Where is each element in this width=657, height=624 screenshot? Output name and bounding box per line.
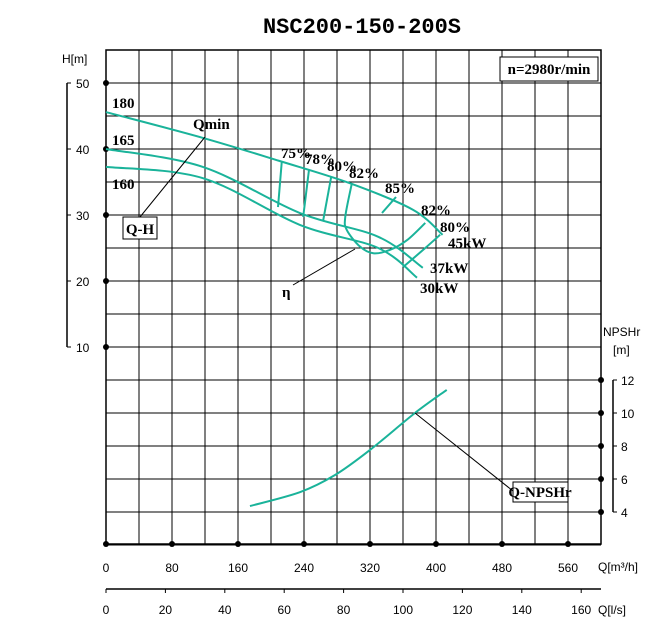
speed-box [499,56,599,82]
plot-frame [105,49,602,545]
label-eff-80: 80% [327,159,357,175]
label-diameter-180: 180 [112,96,135,112]
y2-tick-dot [598,443,604,449]
efficiency-contour [277,162,283,208]
efficiency-contour [343,183,426,255]
x2-tick-label: 0 [103,603,110,617]
x2-tick-label: 60 [278,603,292,617]
axes: 0 80 160 240 320 400 480 560 0 20 40 60 80 100 120 140 1… [66,77,635,617]
label-power-45kw: 45kW [448,236,486,252]
efficiency-contour [302,169,310,218]
x2-tick-label: 40 [218,603,232,617]
speed-label: n=2980r/min [508,62,591,78]
y-tick-label: 30 [76,209,90,223]
head-curve-165 [105,148,424,269]
label-qh: Q-H [126,222,155,238]
y-tick-dot [103,278,109,284]
y-tick-dot [103,80,109,86]
y2-tick-dot [598,476,604,482]
curves [105,111,448,508]
x-tick-dot [103,541,109,547]
x-tick-dot [565,541,571,547]
x2-tick-label: 160 [571,603,591,617]
label-diameter-165: 165 [112,133,135,149]
y2-tick-label: 10 [621,407,635,421]
npshr-box [512,481,569,503]
label-eff-75: 75% [281,146,311,162]
y2-tick-dot [598,410,604,416]
x-tick-dot [499,541,505,547]
y2-tick-label: 4 [621,506,628,520]
x-tick-label: 80 [165,561,179,575]
x-tick-dot [301,541,307,547]
label-eff-78: 78% [305,152,335,168]
npshr-curve [249,389,448,508]
y-tick-dot [103,212,109,218]
x-tick-label: 320 [360,561,380,575]
x-tick-label: 400 [426,561,446,575]
y-tick-label: 10 [76,341,90,355]
x2-tick-label: 140 [512,603,532,617]
label-eff-82-right: 82% [421,203,451,219]
label-power-37kw: 37kW [430,261,468,277]
x-tick-label: 160 [228,561,248,575]
y2-tick-label: 12 [621,374,635,388]
label-eff-85: 85% [385,181,415,197]
x2-axis-label: Q[l/s] [598,603,626,617]
x2-tick-label: 120 [452,603,472,617]
efficiency-contour [402,234,441,268]
x-tick-dot [169,541,175,547]
x-axis-label: Q[m³/h] [598,560,638,574]
y-tick-label: 40 [76,143,90,157]
npshr-leader [414,412,514,492]
x-tick-label: 0 [103,561,110,575]
y2-tick-label: 6 [621,473,628,487]
head-curve-180 [105,111,444,236]
x2-tick-label: 20 [159,603,173,617]
y-axis-label: H[m] [62,52,87,66]
y-tick-dot [103,344,109,350]
y2-tick-dot [598,377,604,383]
label-eff-82: 82% [349,166,379,182]
label-qmin: Qmin [193,117,230,133]
eta-leader [292,248,356,286]
eff-85-leader [381,196,397,214]
x2-tick-label: 80 [337,603,351,617]
qmin-leader [139,136,206,218]
label-npshr: Q-NPSHr [508,485,572,501]
efficiency-contour [321,176,333,222]
y-tick-label: 50 [76,77,90,91]
y2-axis-unit: [m] [613,343,630,357]
x-tick-dot [235,541,241,547]
label-eta: η [282,285,291,301]
x-tick-label: 240 [294,561,314,575]
x-tick-dot [433,541,439,547]
label-diameter-160: 160 [112,177,135,193]
x-tick-label: 560 [558,561,578,575]
label-eff-80-right: 80% [440,220,470,236]
grid [105,49,602,546]
x-tick-label: 480 [492,561,512,575]
label-power-30kw: 30kW [420,281,458,297]
y-tick-label: 20 [76,275,90,289]
y2-tick-label: 8 [621,440,628,454]
chart-title: NSC200-150-200S [263,15,461,40]
x2-tick-label: 100 [393,603,413,617]
x-tick-dot [367,541,373,547]
y2-tick-dot [598,509,604,515]
qh-box [122,216,158,240]
y2-axis-label: NPSHr [603,325,640,339]
